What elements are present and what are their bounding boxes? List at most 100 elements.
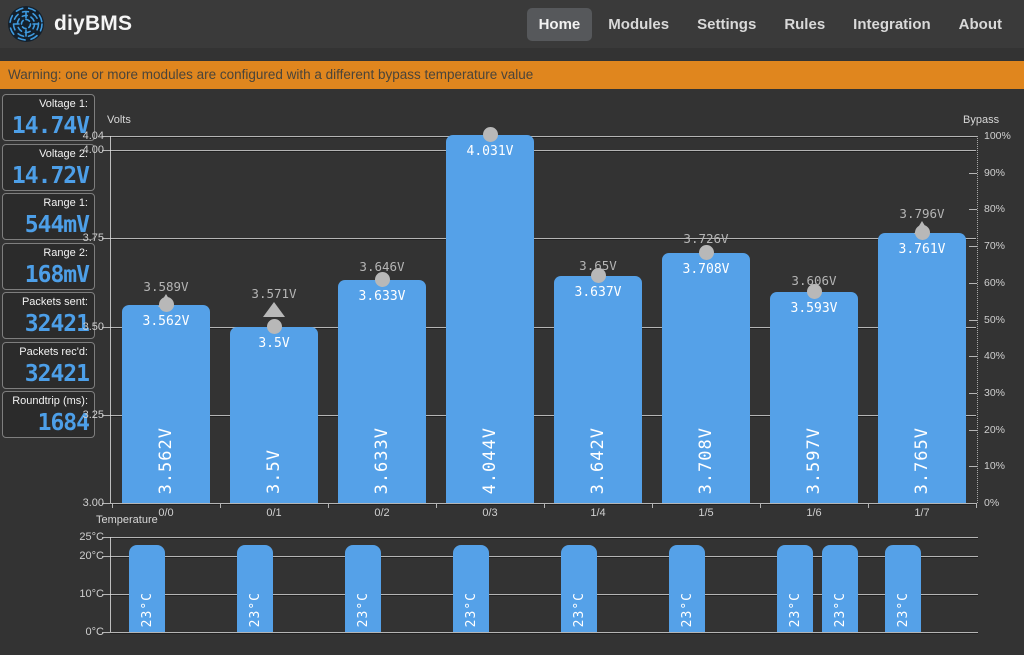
cell-top-voltage-label: 3.708V	[682, 262, 730, 278]
cell-voltage-label-vertical: 3.642V	[554, 427, 642, 494]
temp-bar-label-vertical: 23°C	[561, 592, 597, 627]
bypass-tick-label: 90%	[984, 166, 1006, 179]
x-axis-tick	[544, 503, 545, 508]
cell-voltage-text: 3.5V	[264, 449, 284, 494]
y-axis-tick	[102, 150, 110, 152]
y-axis-line	[110, 136, 111, 503]
temp-value-text: 23°C	[571, 591, 587, 627]
temp-axis-tick	[102, 556, 110, 557]
temp-bar-label-vertical: 23°C	[885, 592, 921, 627]
main-nav: Home Modules Settings Rules Integration About	[526, 7, 1024, 41]
brand: diyBMS	[0, 5, 132, 43]
temp-value-text: 23°C	[247, 591, 263, 627]
y-axis-tick-label: 4.00	[82, 144, 104, 157]
y-axis-tick	[102, 503, 110, 504]
stat-value: 32421	[24, 360, 90, 387]
stat-label: Roundtrip (ms):	[12, 395, 88, 407]
temp-grid-line	[110, 556, 978, 557]
stat-value: 168mV	[24, 261, 90, 288]
cell-voltage-text: 3.562V	[156, 426, 176, 494]
x-category-label: 0/2	[374, 507, 390, 519]
bypass-axis-tick	[969, 172, 977, 174]
voltage-bar: 4.031V 4.044V	[446, 134, 534, 503]
bypass-tick-label: 60%	[984, 276, 1006, 289]
marker-circle-icon	[374, 271, 390, 287]
y-axis-tick	[102, 414, 110, 416]
stat-box-3: Range 1: 544mV	[2, 193, 95, 240]
stat-box-4: Range 2: 168mV	[2, 242, 95, 290]
temp-value-text: 23°C	[832, 591, 848, 627]
cell-voltage-label-vertical: 3.597V	[770, 427, 858, 494]
temperature-bar: 23°C	[129, 544, 165, 632]
nav-item-home[interactable]: Home	[526, 7, 593, 41]
x-category-label: 0/3	[482, 507, 498, 519]
cell-voltage-label-vertical: 3.5V	[230, 449, 318, 494]
stat-value: 14.74V	[11, 113, 90, 139]
stat-box-2: Voltage 2: 14.72V	[2, 143, 95, 191]
marker-triangle-icon	[263, 301, 285, 317]
cell-voltage-label-vertical: 4.044V	[446, 427, 534, 494]
bypass-axis-tick	[969, 392, 977, 394]
stat-label: Voltage 2:	[39, 147, 88, 160]
temp-bar-label-vertical: 23°C	[822, 592, 858, 627]
nav-item-settings[interactable]: Settings	[697, 15, 757, 33]
voltage-bar: 3.593V 3.597V	[770, 292, 858, 503]
x-axis-tick	[652, 503, 653, 508]
marker-circle-icon	[266, 318, 282, 334]
stat-box-7: Roundtrip (ms): 1684	[2, 391, 95, 438]
y-axis-tick	[102, 238, 110, 240]
marker-value-label: 3.726V	[683, 230, 729, 246]
temp-y-axis-line	[110, 537, 111, 632]
temp-tick-label: 0°C	[85, 626, 104, 638]
x-category-label: 0/0	[158, 507, 174, 519]
temperature-bar: 23°C	[345, 544, 381, 632]
voltage-bar: 3.633V 3.633V	[338, 279, 426, 503]
stat-box-6: Packets rec'd: 32421	[2, 341, 95, 389]
temp-value-text: 23°C	[895, 591, 911, 627]
nav-item-about[interactable]: About	[958, 15, 1002, 33]
bypass-axis-title: Bypass	[963, 114, 1000, 126]
temp-value-text: 23°C	[139, 591, 155, 627]
stat-value: 32421	[24, 311, 90, 337]
x-axis-tick	[868, 503, 869, 508]
bypass-axis-tick	[969, 282, 977, 284]
marker-value-label: 3.589V	[143, 279, 189, 295]
y-axis-tick	[102, 136, 110, 137]
temp-axis-tick	[102, 594, 110, 595]
temp-value-text: 23°C	[787, 591, 803, 627]
nav-item-modules[interactable]: Modules	[608, 15, 670, 33]
nav-item-integration[interactable]: Integration	[853, 15, 931, 33]
x-axis-tick	[220, 503, 221, 508]
x-category-label: 1/5	[698, 507, 714, 519]
temp-bar-label-vertical: 23°C	[237, 592, 273, 627]
temp-axis-tick	[102, 632, 110, 633]
y-axis-tick-label: 3.00	[82, 497, 104, 509]
cell-voltage-text: 3.765V	[912, 426, 932, 494]
bypass-tick-label: 70%	[984, 240, 1006, 253]
temp-tick-label: 10°C	[79, 588, 104, 600]
cell-voltage-label-vertical: 3.562V	[122, 427, 210, 494]
temp-grid-line	[110, 537, 978, 538]
grid-line	[110, 136, 976, 137]
navbar: diyBMS Home Modules Settings Rules Integrati…	[0, 0, 1024, 48]
bypass-axis-tick	[969, 356, 977, 358]
nav-item-rules[interactable]: Rules	[784, 15, 826, 33]
stat-label: Packets sent:	[21, 296, 88, 308]
marker-circle-icon	[914, 225, 930, 241]
marker-value-label: 3.606V	[791, 273, 837, 289]
x-axis-tick	[328, 503, 329, 508]
bypass-tick-label: 20%	[984, 423, 1006, 436]
stat-label: Range 2:	[43, 246, 88, 259]
grid-line	[110, 238, 976, 240]
x-category-label: 1/6	[806, 507, 822, 519]
bypass-tick-label: 10%	[984, 460, 1006, 473]
cell-top-voltage-label: 3.633V	[358, 288, 406, 304]
warning-banner: Warning: one or more modules are configu…	[0, 61, 1024, 89]
temp-bar-label-vertical: 23°C	[669, 592, 705, 627]
marker-circle-icon	[806, 284, 822, 300]
voltage-bar: 3.562V 3.562V	[122, 304, 210, 503]
brand-title: diyBMS	[54, 12, 133, 35]
grid-line	[110, 150, 976, 152]
x-axis-tick	[976, 503, 977, 508]
diybms-logo-icon	[8, 6, 44, 42]
